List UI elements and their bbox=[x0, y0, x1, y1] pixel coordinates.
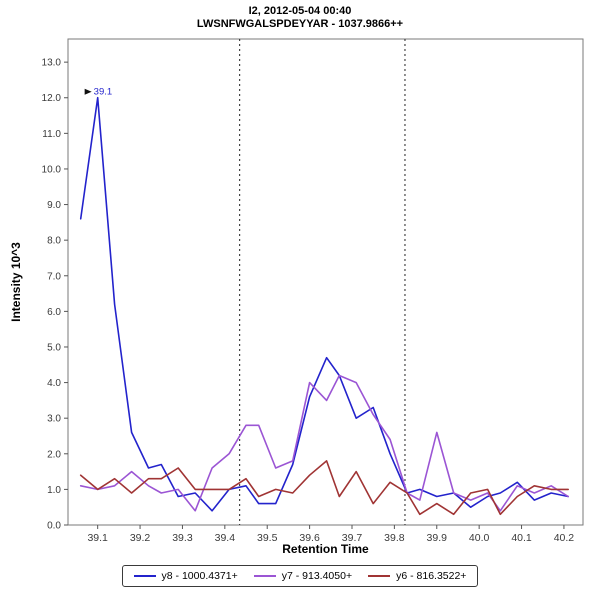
y-tick-label: 13.0 bbox=[42, 58, 62, 69]
y-tick-label: 1.0 bbox=[47, 485, 61, 496]
legend-swatch-icon bbox=[133, 575, 156, 577]
x-tick-label: 40.0 bbox=[469, 532, 490, 541]
legend-swatch-icon bbox=[253, 575, 276, 577]
legend-label: y7 - 913.4050+ bbox=[281, 570, 353, 582]
y-tick-label: 3.0 bbox=[47, 414, 61, 425]
x-tick-label: 39.5 bbox=[257, 532, 278, 541]
y-tick-label: 5.0 bbox=[47, 342, 61, 353]
legend-label: y6 - 816.3522+ bbox=[396, 570, 467, 582]
series-line-y6[interactable] bbox=[79, 460, 570, 516]
legend: y8 - 1000.4371+ y7 - 913.4050+ y6 - 816.35… bbox=[0, 565, 600, 587]
y-tick-label: 2.0 bbox=[47, 449, 61, 460]
y-tick-label: 12.0 bbox=[42, 93, 62, 104]
x-tick-label: 40.2 bbox=[554, 532, 575, 541]
x-tick-label: 39.9 bbox=[427, 532, 448, 541]
x-tick-label: 39.1 bbox=[87, 532, 108, 541]
series-line-y8[interactable] bbox=[79, 96, 570, 512]
x-tick-label: 39.8 bbox=[384, 532, 405, 541]
y-tick-label: 6.0 bbox=[47, 307, 61, 318]
x-tick-label: 39.7 bbox=[342, 532, 363, 541]
chromatogram-plot: 0.0 1.0 2.0 3.0 4.0 5.0 6.0 7.0 8.0 9.0 10.0 11.0 12… bbox=[0, 33, 600, 541]
series-line-y7[interactable] bbox=[79, 374, 570, 512]
x-axis-title: Retention Time bbox=[282, 542, 369, 556]
chart-header: I2, 2012-05-04 00:40 LWSNFWGALSPDEYYAR -… bbox=[0, 0, 600, 31]
x-tick-label: 40.1 bbox=[511, 532, 532, 541]
y-tick-label: 10.0 bbox=[42, 164, 62, 175]
x-tick-label: 39.3 bbox=[172, 532, 193, 541]
legend-item[interactable]: y8 - 1000.4371+ bbox=[133, 570, 238, 582]
y-tick-label: 0.0 bbox=[47, 521, 61, 532]
legend-box: y8 - 1000.4371+ y7 - 913.4050+ y6 - 816.35… bbox=[121, 565, 479, 587]
legend-swatch-icon bbox=[368, 575, 391, 577]
legend-item[interactable]: y7 - 913.4050+ bbox=[253, 570, 353, 582]
y-tick-label: 8.0 bbox=[47, 236, 61, 247]
annotation-rt-label[interactable]: 39.1 bbox=[94, 87, 113, 98]
y-tick-label: 7.0 bbox=[47, 271, 61, 282]
plot-area[interactable] bbox=[67, 38, 584, 526]
legend-label: y8 - 1000.4371+ bbox=[161, 570, 238, 582]
annotation-arrow-icon[interactable] bbox=[84, 88, 92, 95]
legend-item[interactable]: y6 - 816.3522+ bbox=[368, 570, 466, 582]
y-axis-title: Intensity 10^3 bbox=[9, 242, 23, 322]
x-tick-label: 39.4 bbox=[215, 532, 236, 541]
x-tick-label: 39.2 bbox=[130, 532, 151, 541]
y-tick-label: 9.0 bbox=[47, 200, 61, 211]
x-tick-label: 39.6 bbox=[299, 532, 320, 541]
y-tick-label: 11.0 bbox=[42, 129, 61, 140]
chart-title-peptide: LWSNFWGALSPDEYYAR - 1037.9866++ bbox=[196, 18, 404, 30]
chart-title-replicate: I2, 2012-05-04 00:40 bbox=[248, 5, 352, 17]
plot-svg[interactable]: 0.0 1.0 2.0 3.0 4.0 5.0 6.0 7.0 8.0 9.0 10.0 11.0 12… bbox=[0, 33, 600, 541]
y-tick-label: 4.0 bbox=[47, 378, 61, 389]
